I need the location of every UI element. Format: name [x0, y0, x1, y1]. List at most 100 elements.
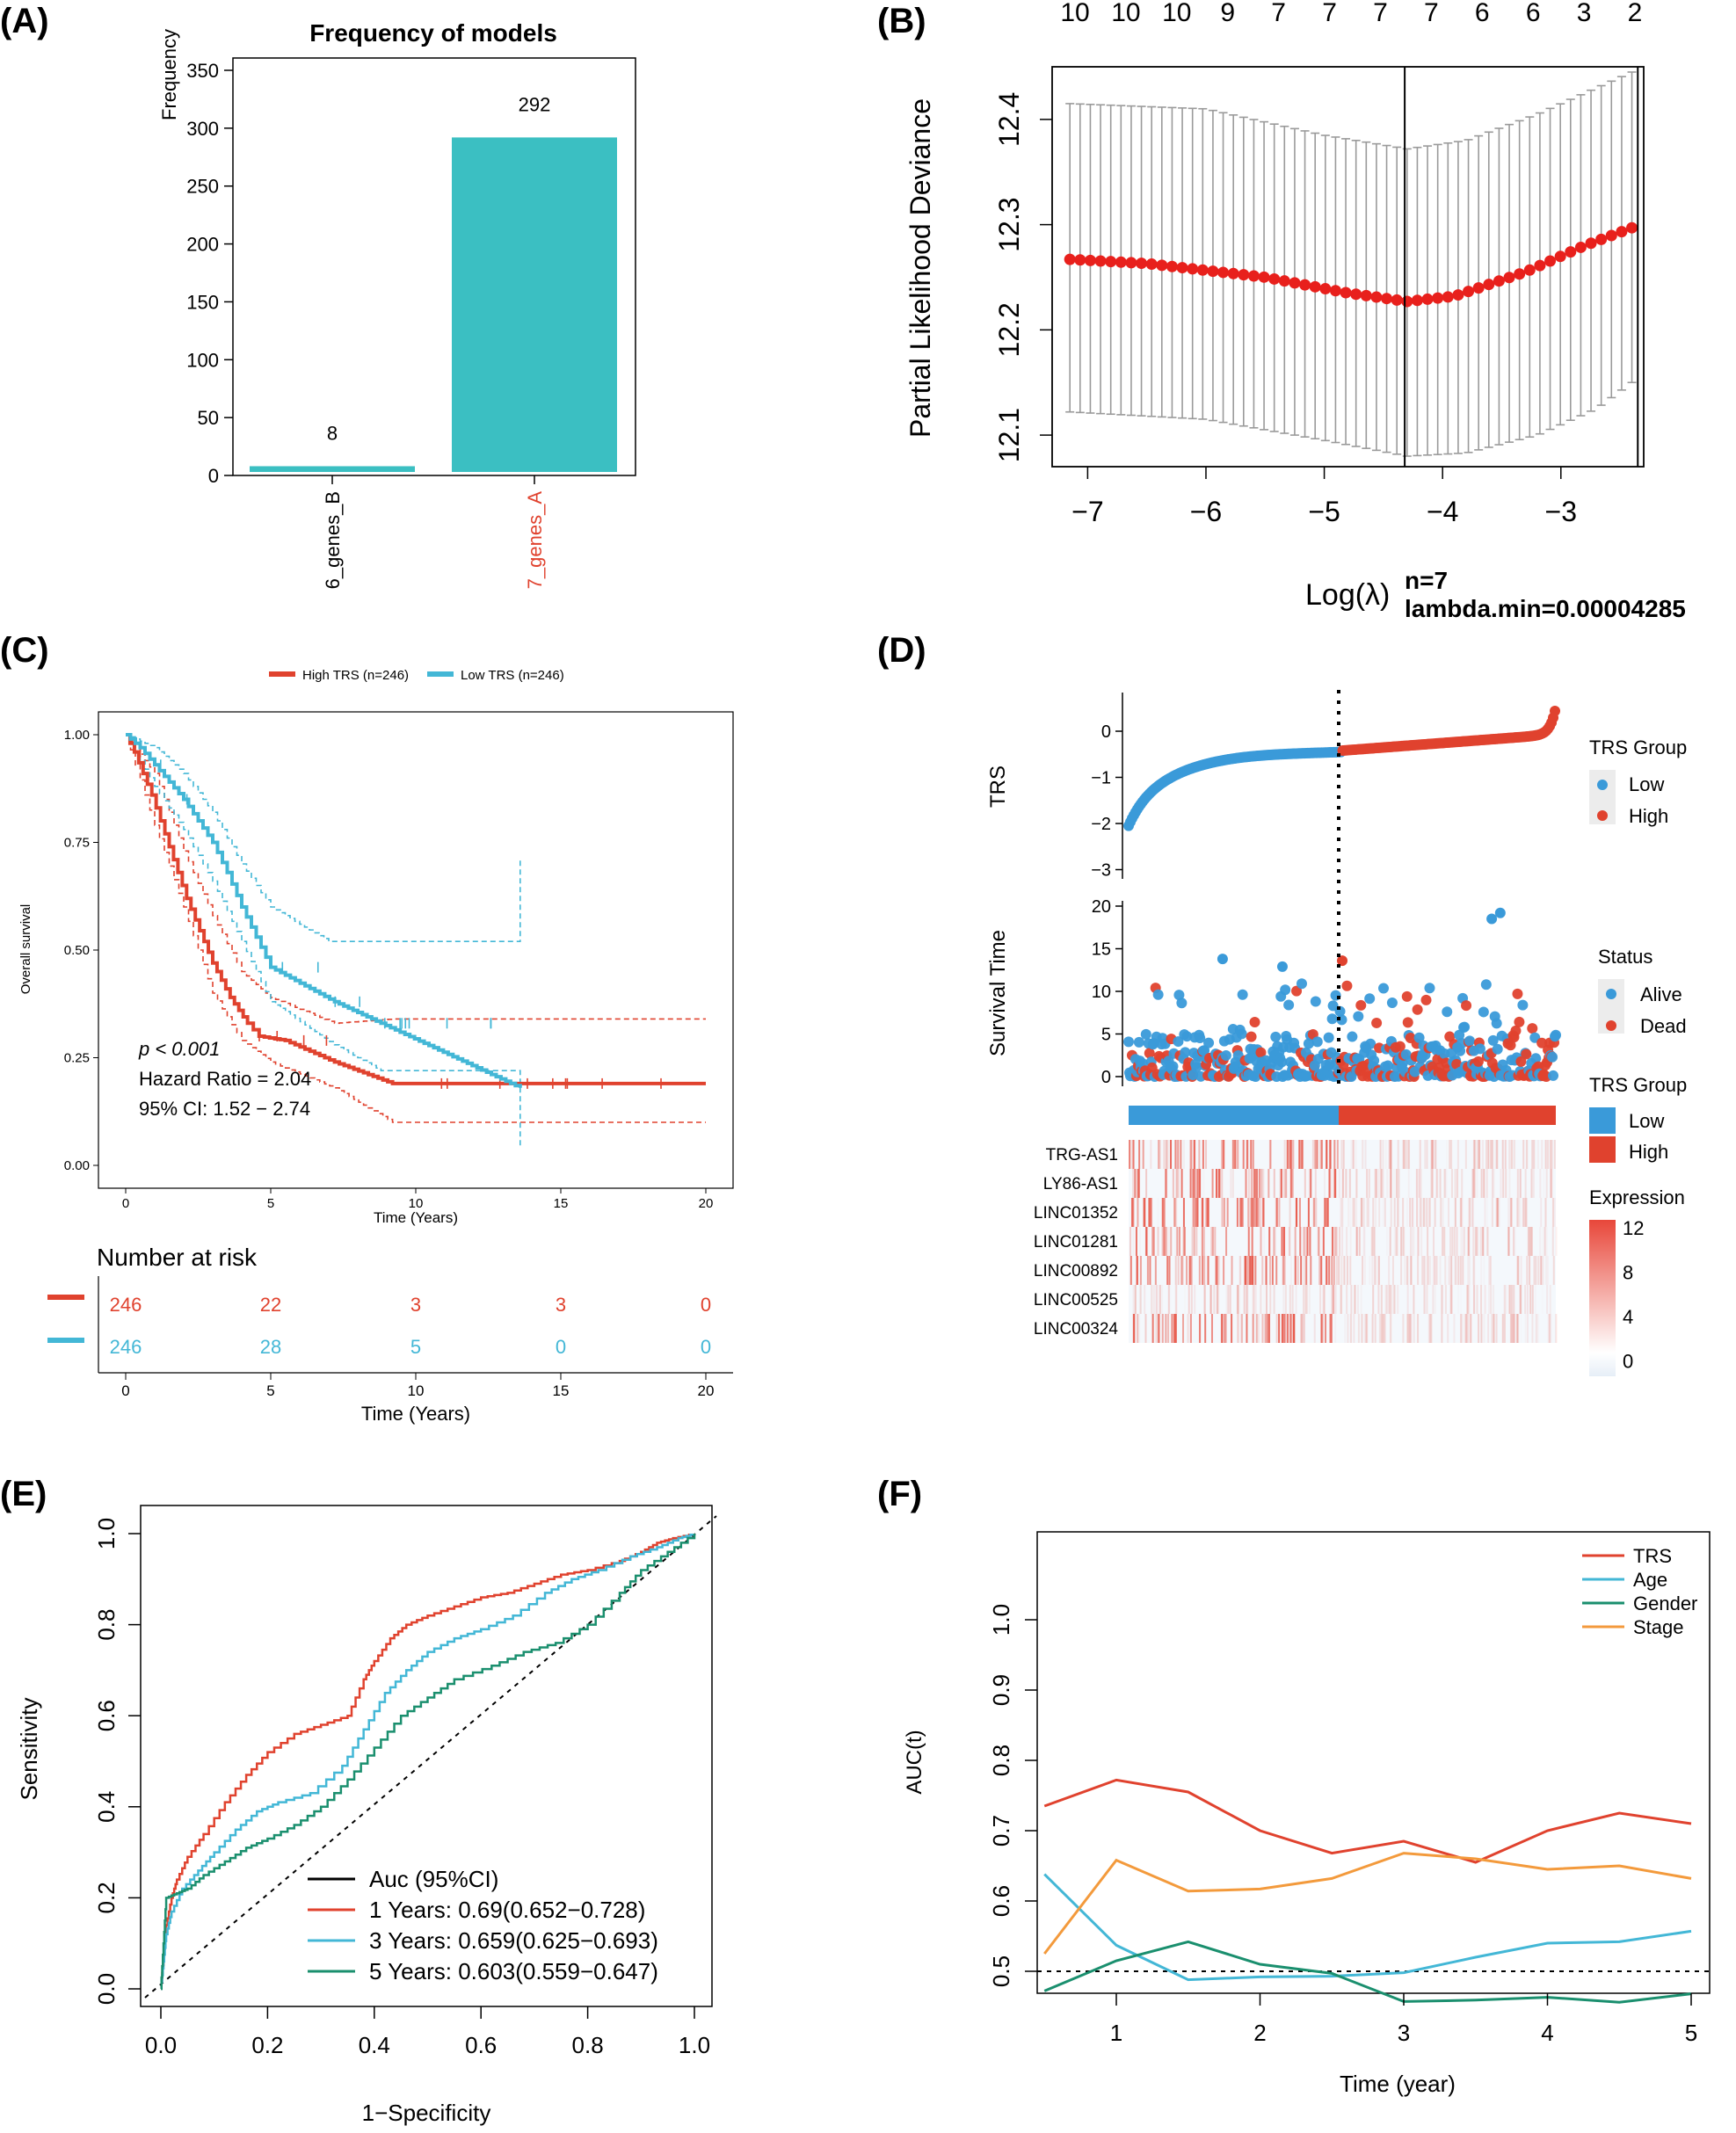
b-deviance-point [1227, 267, 1239, 279]
d-heat-cell [1333, 1285, 1335, 1314]
d-heat-cell [1306, 1227, 1309, 1256]
d-heat-cell [1281, 1169, 1283, 1198]
d-heat-cell [1273, 1169, 1275, 1198]
d-heat-cell [1231, 1169, 1234, 1198]
d-heat-cell [1410, 1169, 1412, 1198]
d-heat-cell [1539, 1227, 1542, 1256]
d-heat-cell [1364, 1140, 1367, 1169]
d-heat-cell [1454, 1256, 1456, 1285]
d-heat-cell [1333, 1140, 1336, 1169]
d-heat-cell [1501, 1140, 1504, 1169]
risk-high-count: 22 [260, 1294, 281, 1316]
d-heat-cell [1271, 1256, 1274, 1285]
d-heat-cell [1281, 1227, 1283, 1256]
d-heat-cell [1439, 1198, 1442, 1227]
d-heat-cell [1380, 1285, 1383, 1314]
d-heat-cell [1550, 1314, 1552, 1343]
d-heat-cell [1195, 1198, 1197, 1227]
d-heat-cell [1294, 1256, 1297, 1285]
d-heat-cell [1346, 1285, 1348, 1314]
d-heat-cell [1516, 1314, 1519, 1343]
d-heat-cell [1216, 1169, 1218, 1198]
panel-label-e: (E) [0, 1475, 47, 1513]
d-heat-cell [1426, 1198, 1428, 1227]
d-heat-cell [1353, 1314, 1355, 1343]
d-surv-point [1461, 1000, 1472, 1012]
d-heat-cell [1505, 1285, 1507, 1314]
d-heat-cell [1174, 1256, 1177, 1285]
d-heat-cell [1314, 1140, 1317, 1169]
d-heat-cell [1460, 1227, 1463, 1256]
d-heat-cell [1152, 1227, 1155, 1256]
d-heat-cell [1396, 1169, 1398, 1198]
d-heat-cell [1397, 1285, 1399, 1314]
d-surv-point [1536, 1037, 1548, 1048]
b-deviance-point [1340, 287, 1352, 299]
d-surv-point [1283, 999, 1295, 1011]
c-ytick-label: 0.00 [64, 1158, 90, 1173]
d-surv-point [1133, 1036, 1144, 1048]
d-heat-cell [1417, 1314, 1420, 1343]
d-heat-cell [1483, 1169, 1485, 1198]
b-deviance-point [1616, 226, 1628, 238]
panel-label-b: (B) [877, 2, 926, 40]
d-heat-cell [1483, 1169, 1485, 1198]
d-surv-outlier [1276, 961, 1288, 972]
b-xtick-label: −6 [1190, 496, 1222, 527]
f-legend-label: Stage [1633, 1616, 1684, 1638]
d-heat-cell [1186, 1256, 1188, 1285]
e-legend-label: 3 Years: 0.659(0.625−0.693) [369, 1927, 658, 1954]
d-heat-cell [1550, 1169, 1552, 1198]
d-heat-cell [1390, 1314, 1392, 1343]
d-heat-cell [1291, 1285, 1294, 1314]
d-heat-cell [1320, 1140, 1323, 1169]
d-heat-cell [1253, 1198, 1256, 1227]
d-heat-cell [1469, 1198, 1471, 1227]
d-heat-cell [1279, 1169, 1282, 1198]
d-heat-cell [1211, 1169, 1214, 1198]
d-heat-cell [1190, 1140, 1193, 1169]
d-heat-cell [1313, 1198, 1316, 1227]
panel-e-roc: 0.0 0.2 0.4 0.6 0.8 1.0 0.0 0.2 0.4 0.6 0.8 1.0 Sen… [16, 1505, 717, 2126]
d-heat-cell [1134, 1169, 1137, 1198]
d-heat-cell [1164, 1227, 1166, 1256]
d-heat-cell [1454, 1198, 1456, 1227]
d-heat-cell [1262, 1198, 1265, 1227]
d-heat-cell [1305, 1285, 1308, 1314]
d-heat-cell [1376, 1169, 1378, 1198]
a-ytick-label: 0 [208, 465, 219, 487]
d-heat-cell [1166, 1256, 1169, 1285]
d-heat-cell [1531, 1227, 1534, 1256]
d-heat-cell [1435, 1169, 1438, 1198]
d-heat-cell [1552, 1256, 1555, 1285]
d-surv-point [1249, 1017, 1260, 1028]
d-heat-cell [1497, 1198, 1500, 1227]
b-deviance-point [1268, 272, 1281, 285]
d-heat-cell [1505, 1169, 1507, 1198]
d-heat-cell [1381, 1314, 1384, 1343]
d-heat-cell [1416, 1256, 1419, 1285]
d-heat-cell [1282, 1227, 1284, 1256]
e-ytick-label: 0.8 [93, 1609, 120, 1641]
d-heat-cell [1167, 1285, 1170, 1314]
d-heat-cell [1246, 1314, 1248, 1343]
d-heat-cell [1155, 1314, 1158, 1343]
panel-f-ylabel: AUC(t) [903, 1730, 926, 1794]
d-heat-cell [1182, 1198, 1185, 1227]
d-heat-cell [1364, 1227, 1366, 1256]
b-top-tick-label: 7 [1373, 0, 1388, 27]
d-heat-cell [1177, 1169, 1180, 1198]
d-expr-tick-label: 4 [1623, 1306, 1633, 1328]
d-heat-cell [1316, 1140, 1318, 1169]
d-heat-cell [1269, 1285, 1272, 1314]
d-heat-cell [1161, 1198, 1164, 1227]
b-top-tick-label: 7 [1271, 0, 1286, 27]
d-heat-cell [1424, 1198, 1427, 1227]
d-heat-cell [1247, 1198, 1250, 1227]
b-deviance-point [1565, 246, 1577, 258]
d-heat-cell [1146, 1256, 1149, 1285]
d-heat-cell [1230, 1169, 1232, 1198]
d-heat-cell [1331, 1285, 1333, 1314]
risk-xtick-label: 5 [266, 1382, 274, 1399]
d-heat-cell [1336, 1140, 1339, 1169]
